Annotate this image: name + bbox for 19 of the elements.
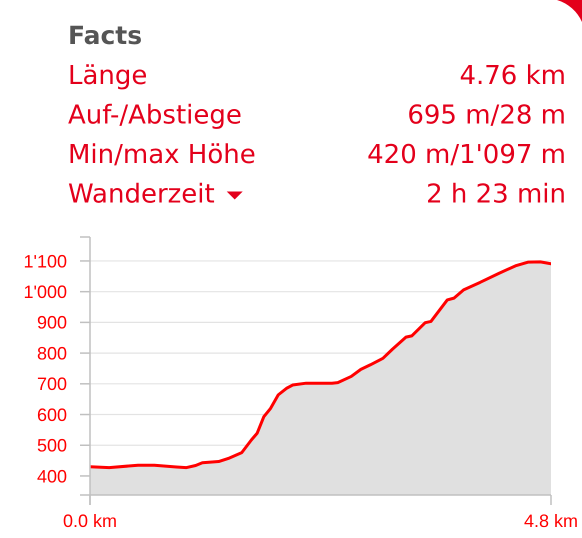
y-tick-label: 400	[36, 466, 67, 486]
text: Facts	[68, 21, 142, 50]
x-tick-label: 4.8 km	[524, 511, 578, 531]
text: Min/max Höhe	[68, 140, 256, 170]
y-tick-label: 500	[36, 436, 67, 456]
y-tick-label: 900	[36, 312, 67, 333]
text: Wanderzeit	[68, 180, 215, 210]
y-tick-label: 600	[36, 404, 67, 425]
text: Länge	[68, 61, 148, 91]
y-tick-label: 800	[36, 343, 67, 364]
text: 2 h 23 min	[426, 180, 566, 210]
text: 695 m/28 m	[407, 100, 566, 130]
y-tick-label: 1'000	[24, 282, 67, 302]
text: 420 m/1'097 m	[367, 140, 566, 170]
text: Auf-/Abstiege	[68, 100, 242, 130]
x-tick-label: 0.0 km	[62, 511, 118, 531]
text: 4.76 km	[459, 61, 566, 91]
y-tick-label: 700	[36, 374, 67, 394]
y-tick-label: 1'100	[24, 251, 67, 272]
